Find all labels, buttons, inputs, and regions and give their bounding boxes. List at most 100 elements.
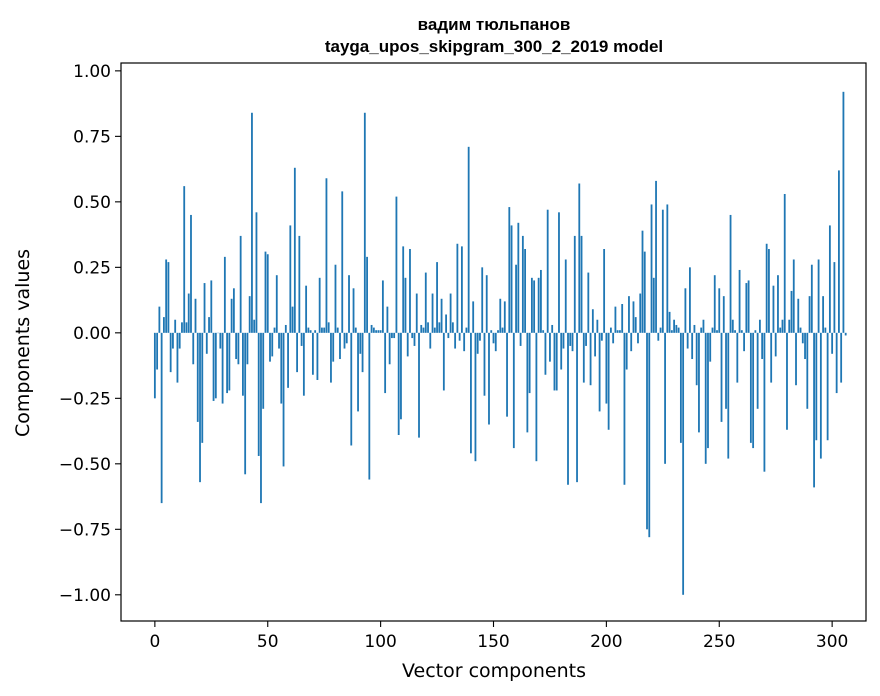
bar [600, 332, 603, 341]
bar [646, 332, 648, 530]
bar [833, 262, 836, 333]
bar [341, 191, 344, 333]
bar [287, 332, 289, 388]
bar [413, 332, 416, 346]
bar [698, 332, 700, 433]
bar [826, 332, 829, 441]
bar [181, 322, 183, 333]
bar [840, 332, 843, 383]
bar [711, 327, 714, 333]
bar [512, 332, 515, 449]
bar [483, 332, 486, 396]
bar [540, 269, 542, 333]
bar [352, 288, 355, 333]
bar [463, 332, 466, 352]
bar [167, 262, 170, 333]
bar [318, 277, 321, 333]
bar [185, 322, 188, 333]
bar [379, 330, 382, 333]
bar [795, 332, 797, 386]
bar [537, 277, 540, 333]
bar [485, 275, 488, 333]
bar [517, 222, 520, 333]
bar [208, 317, 210, 333]
bar [585, 332, 587, 346]
bar [844, 332, 847, 336]
bar [756, 332, 759, 409]
bar [361, 332, 364, 373]
bar [440, 298, 443, 333]
bar [598, 332, 601, 412]
bar [305, 285, 308, 333]
bar [330, 332, 332, 383]
bar [381, 280, 384, 333]
bar [553, 332, 556, 391]
bar [203, 283, 206, 333]
bar [354, 327, 357, 333]
bar [752, 332, 755, 449]
bar [296, 332, 298, 373]
bar [158, 306, 161, 333]
bar [603, 249, 606, 333]
bar [679, 332, 682, 443]
bar [571, 332, 574, 352]
bar [623, 332, 626, 485]
bar [415, 293, 418, 333]
bar [165, 259, 168, 333]
bar [745, 283, 748, 333]
bar [573, 235, 576, 333]
bar [429, 332, 432, 349]
bar [702, 319, 705, 333]
bar [524, 249, 527, 333]
bar [551, 324, 554, 333]
bar [607, 332, 610, 430]
bar [271, 332, 274, 357]
bar [282, 332, 285, 467]
bar [162, 317, 165, 333]
bar [560, 332, 563, 370]
bar [402, 246, 405, 333]
bar [650, 204, 653, 333]
bar [632, 301, 635, 333]
bar [433, 327, 436, 333]
bar [774, 332, 777, 357]
bar [411, 332, 414, 339]
bar [190, 214, 192, 333]
bar [589, 332, 592, 386]
bar [738, 269, 741, 333]
bar [521, 235, 524, 333]
bar [153, 332, 156, 399]
bar [734, 330, 736, 333]
bar [309, 330, 312, 333]
bar [770, 332, 773, 383]
bar [357, 332, 359, 412]
bar [470, 332, 472, 454]
bar [668, 311, 671, 333]
bar [479, 332, 481, 341]
bar [664, 332, 666, 464]
bar [262, 332, 265, 409]
bar [689, 267, 691, 333]
bar [609, 327, 612, 333]
y-tick-label: −0.75 [59, 520, 111, 540]
bar [831, 332, 834, 354]
bar [822, 296, 825, 333]
bar [219, 332, 222, 349]
bar [465, 327, 468, 333]
bar [375, 330, 378, 333]
bar [176, 332, 179, 383]
bar [695, 332, 698, 386]
bar [508, 207, 511, 333]
bar [582, 332, 585, 383]
bar [325, 178, 328, 333]
bar [768, 249, 770, 333]
bar [260, 332, 262, 504]
bar [804, 332, 806, 360]
bar [497, 330, 499, 333]
bar [406, 332, 409, 357]
bar [659, 327, 662, 333]
bar [257, 332, 260, 456]
bar [786, 332, 788, 430]
bar [648, 332, 651, 538]
